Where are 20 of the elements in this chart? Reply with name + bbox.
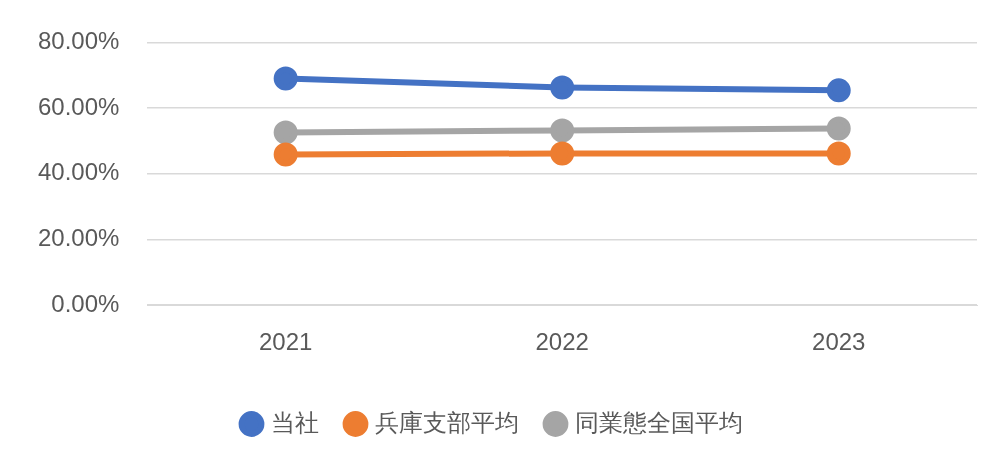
y-tick-label: 0.00% [51, 289, 120, 317]
point [273, 142, 298, 167]
x-tick-label: 2023 [812, 328, 866, 356]
legend-label: 当社 [270, 408, 319, 436]
point [826, 141, 851, 166]
point [550, 141, 575, 166]
point [273, 120, 298, 145]
y-tick-label: 60.00% [37, 92, 120, 120]
point [550, 75, 575, 100]
point [273, 66, 298, 91]
point [826, 78, 851, 103]
x-tick-label: 2022 [535, 328, 589, 356]
legend-label: 同業態全国平均 [574, 408, 743, 436]
y-tick-label: 80.00% [37, 27, 120, 55]
y-tick-label: 40.00% [37, 158, 120, 186]
point [826, 116, 851, 141]
y-tick-label: 20.00% [37, 224, 120, 252]
x-tick-label: 2021 [258, 328, 313, 356]
legend-label: 兵庫支部平均 [374, 408, 519, 436]
point [550, 118, 575, 143]
